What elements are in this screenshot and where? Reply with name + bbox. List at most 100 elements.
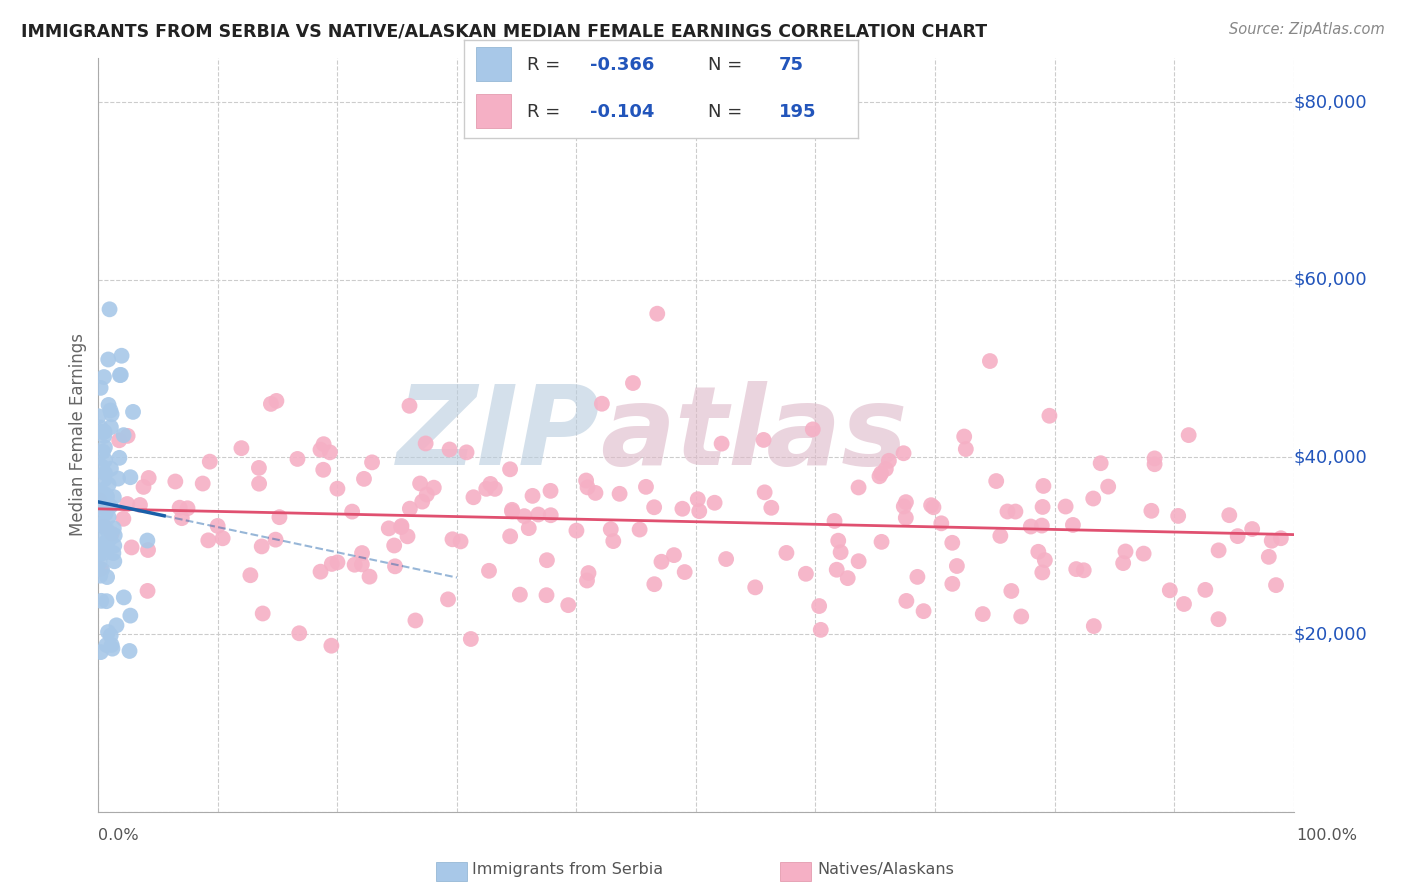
Point [744, 580, 766, 594]
Point [1114, 544, 1136, 558]
Point [103, 546, 125, 560]
Point [90, 594, 112, 608]
Point [754, 485, 776, 500]
Point [686, 492, 709, 507]
Point [96, 594, 118, 608]
Point [93, 370, 115, 384]
Point [97, 510, 120, 524]
Point [1257, 549, 1279, 564]
Point [326, 555, 349, 569]
Point [1143, 451, 1166, 466]
Point [247, 476, 270, 491]
Point [501, 504, 523, 518]
Point [112, 428, 135, 442]
Point [93, 429, 115, 443]
Point [602, 534, 624, 549]
Point [1159, 583, 1181, 598]
Point [312, 437, 335, 451]
Point [120, 470, 142, 484]
Point [264, 533, 287, 547]
Point [1260, 533, 1282, 548]
Point [499, 529, 522, 543]
Point [643, 500, 665, 515]
Point [94, 453, 117, 467]
Point [103, 539, 125, 553]
Point [91, 425, 114, 439]
Point [120, 608, 142, 623]
Point [197, 533, 219, 548]
Point [90, 645, 112, 659]
Point [752, 433, 775, 447]
Point [522, 489, 544, 503]
Point [905, 570, 928, 584]
Point [399, 501, 422, 516]
Point [91, 539, 114, 553]
Point [309, 565, 332, 579]
Point [794, 566, 817, 581]
Text: ZIP: ZIP [396, 382, 600, 488]
Point [191, 476, 214, 491]
Point [389, 520, 412, 534]
Point [1270, 531, 1292, 545]
Point [100, 407, 122, 421]
Point [1226, 529, 1249, 543]
Point [98, 531, 121, 545]
Point [359, 569, 381, 583]
Point [893, 446, 915, 460]
Point [252, 607, 274, 621]
Point [100, 420, 122, 434]
Point [423, 481, 446, 495]
Text: -0.104: -0.104 [591, 103, 654, 120]
Point [211, 531, 233, 545]
Point [929, 516, 952, 531]
Point [875, 462, 897, 476]
Point [93, 519, 115, 533]
Point [100, 461, 122, 475]
Point [634, 480, 657, 494]
Point [1241, 522, 1264, 536]
Point [591, 397, 613, 411]
Point [391, 519, 413, 533]
Point [170, 511, 193, 525]
Point [110, 349, 132, 363]
Point [450, 534, 472, 549]
Point [1167, 508, 1189, 523]
Point [463, 490, 485, 504]
Point [1218, 508, 1240, 523]
Point [89, 500, 111, 515]
Point [1032, 479, 1054, 493]
Point [98, 302, 121, 317]
Point [478, 564, 501, 578]
Point [912, 604, 935, 618]
Point [710, 436, 733, 450]
Point [377, 521, 399, 535]
Point [89, 568, 111, 582]
Point [946, 559, 969, 574]
Point [108, 450, 131, 465]
Point [576, 574, 599, 588]
Point [643, 577, 665, 591]
Point [499, 462, 522, 476]
Point [89, 420, 111, 434]
Point [112, 512, 135, 526]
Point [576, 480, 599, 494]
Point [1026, 545, 1049, 559]
Point [90, 459, 112, 474]
Point [1019, 519, 1042, 533]
Point [621, 376, 644, 390]
Point [1143, 457, 1166, 471]
Point [1140, 504, 1163, 518]
Y-axis label: Median Female Earnings: Median Female Earnings [69, 334, 87, 536]
Point [250, 540, 273, 554]
Point [97, 477, 120, 491]
Point [824, 514, 846, 528]
Point [1132, 547, 1154, 561]
Point [941, 536, 963, 550]
Point [479, 477, 502, 491]
Point [404, 614, 426, 628]
Point [416, 487, 439, 501]
Point [321, 557, 343, 571]
Point [411, 494, 433, 508]
Point [287, 452, 309, 467]
Point [104, 528, 127, 542]
